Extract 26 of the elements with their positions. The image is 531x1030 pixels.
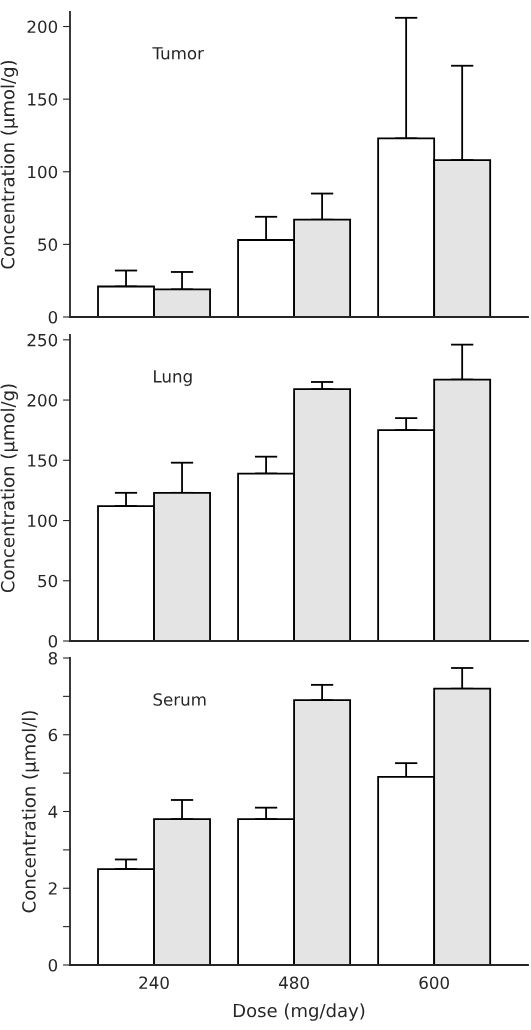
y-axis-title: Concentration (µmol/g) bbox=[0, 60, 19, 269]
annotation: Lung bbox=[154, 370, 192, 386]
y-tick-label: 50 bbox=[38, 574, 58, 588]
y-tick-label: 200 bbox=[27, 20, 58, 34]
y-tick-label: 200 bbox=[27, 394, 58, 407]
x-axis-title: Dose (mg/day) bbox=[233, 1003, 365, 1021]
y-tick-label: 150 bbox=[28, 454, 58, 467]
y-tick-label: 8 bbox=[48, 651, 58, 665]
annotation: Serum bbox=[153, 693, 206, 706]
x-tick-label: 480 bbox=[279, 976, 309, 990]
y-tick-label: 0 bbox=[48, 634, 58, 648]
annotation: Tumor bbox=[152, 47, 204, 60]
y-axis-title: Concentration (µmol/g) bbox=[0, 384, 19, 593]
y-tick-label: 2 bbox=[48, 882, 57, 895]
y-tick-label: 250 bbox=[27, 333, 58, 347]
y-tick-label: 50 bbox=[38, 238, 58, 251]
y-tick-label: 0 bbox=[48, 958, 58, 972]
x-tick-label: 240 bbox=[139, 976, 169, 990]
y-tick-label: 4 bbox=[48, 805, 58, 818]
y-tick-label: 100 bbox=[28, 165, 58, 179]
y-tick-label: 100 bbox=[28, 514, 58, 528]
y-tick-label: 150 bbox=[28, 93, 58, 106]
y-tick-label: 0 bbox=[48, 310, 58, 324]
y-axis-title: Concentration (µmol/l) bbox=[21, 711, 40, 913]
x-tick-label: 600 bbox=[419, 976, 449, 990]
y-tick-label: 6 bbox=[48, 728, 58, 742]
